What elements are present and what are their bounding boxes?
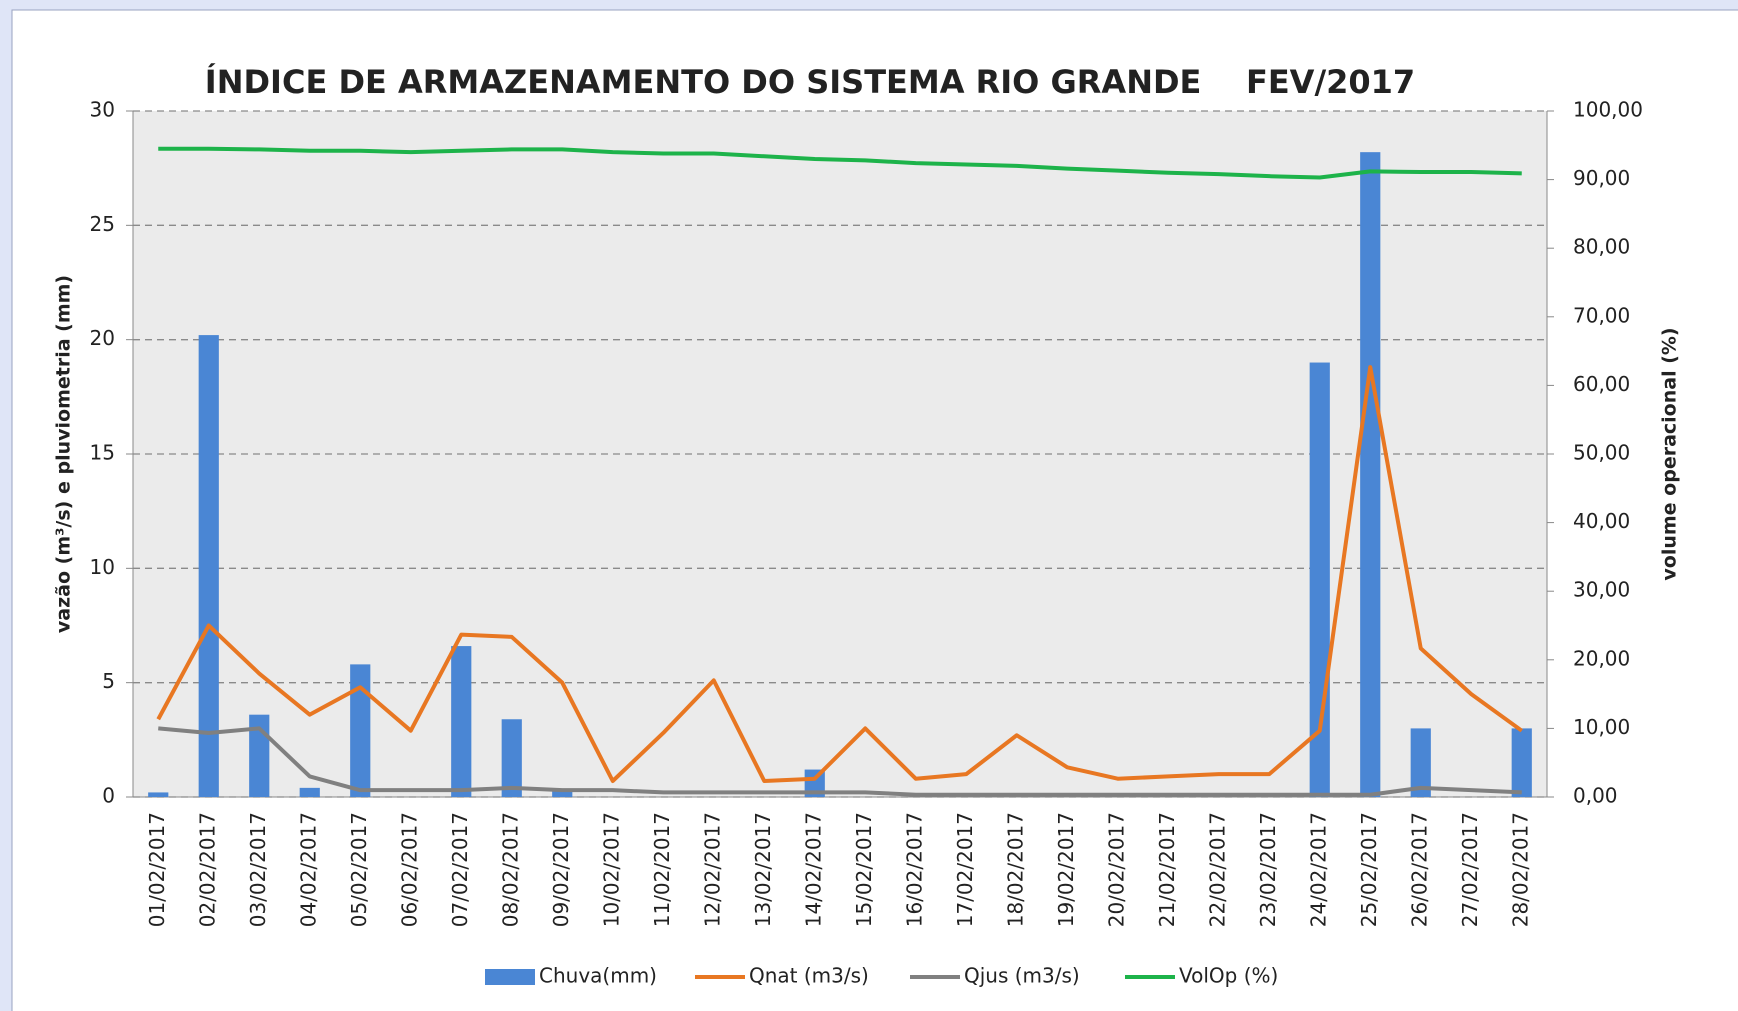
line bbox=[156, 365, 1523, 783]
chart-title: ÍNDICE DE ARMAZENAMENTO DO SISTEMA RIO G… bbox=[205, 63, 1415, 101]
line bbox=[158, 726, 1522, 797]
bar bbox=[552, 790, 573, 797]
y2-tick-label: 70,00 bbox=[1573, 303, 1630, 327]
x-tick-label: 27/02/2017 bbox=[1458, 812, 1482, 927]
bar bbox=[1360, 152, 1381, 797]
bar bbox=[198, 335, 219, 797]
bar bbox=[148, 792, 169, 797]
x-tick-label: 13/02/2017 bbox=[751, 812, 775, 927]
y2-tick-label: 100,00 bbox=[1573, 98, 1643, 122]
bar bbox=[1511, 728, 1532, 797]
y-tick-label: 25 bbox=[90, 212, 115, 236]
x-tick-label: 15/02/2017 bbox=[852, 812, 876, 927]
x-tick-label: 09/02/2017 bbox=[549, 812, 573, 927]
x-tick-label: 01/02/2017 bbox=[145, 812, 169, 927]
x-tick-label: 11/02/2017 bbox=[650, 812, 674, 927]
x-tick-label: 06/02/2017 bbox=[397, 812, 421, 927]
x-tick-label: 08/02/2017 bbox=[498, 812, 522, 927]
y2-tick-label: 50,00 bbox=[1573, 441, 1630, 465]
x-tick-label: 25/02/2017 bbox=[1357, 812, 1381, 927]
y-axis-label: vazão (m³/s) e pluviometria (mm) bbox=[53, 275, 75, 633]
x-tick-label: 26/02/2017 bbox=[1407, 812, 1431, 927]
y-tick-label: 15 bbox=[90, 441, 115, 465]
x-tick-label: 23/02/2017 bbox=[1256, 812, 1280, 927]
bar bbox=[451, 646, 472, 797]
legend-label: VolOp (%) bbox=[1179, 964, 1278, 988]
x-tick-label: 28/02/2017 bbox=[1508, 812, 1532, 927]
x-tick-label: 16/02/2017 bbox=[902, 812, 926, 927]
x-tick-label: 14/02/2017 bbox=[801, 812, 825, 927]
y-tick-label: 20 bbox=[90, 326, 115, 350]
y2-tick-label: 20,00 bbox=[1573, 646, 1630, 670]
legend-label: Qjus (m3/s) bbox=[964, 964, 1080, 988]
legend-swatch bbox=[485, 969, 535, 985]
y-tick-label: 10 bbox=[90, 555, 115, 579]
y2-tick-label: 10,00 bbox=[1573, 715, 1630, 739]
bar bbox=[299, 787, 320, 797]
x-tick-label: 24/02/2017 bbox=[1306, 812, 1330, 927]
y2-axis-label: volume operacional (%) bbox=[1659, 327, 1681, 580]
y2-tick-label: 60,00 bbox=[1573, 372, 1630, 396]
x-tick-label: 03/02/2017 bbox=[246, 812, 270, 927]
y2-tick-label: 80,00 bbox=[1573, 235, 1630, 259]
bar bbox=[1410, 728, 1431, 797]
y-tick-label: 5 bbox=[102, 669, 115, 693]
x-tick-label: 21/02/2017 bbox=[1155, 812, 1179, 927]
bar bbox=[501, 719, 522, 797]
x-tick-label: 05/02/2017 bbox=[347, 812, 371, 927]
line bbox=[158, 146, 1522, 180]
legend-label: Qnat (m3/s) bbox=[749, 964, 869, 988]
x-tick-label: 17/02/2017 bbox=[953, 812, 977, 927]
x-tick-label: 02/02/2017 bbox=[195, 812, 219, 927]
x-tick-label: 07/02/2017 bbox=[448, 812, 472, 927]
x-tick-label: 19/02/2017 bbox=[1054, 812, 1078, 927]
y-tick-label: 0 bbox=[102, 784, 115, 808]
y2-tick-label: 30,00 bbox=[1573, 578, 1630, 602]
x-tick-label: 22/02/2017 bbox=[1205, 812, 1229, 927]
y-tick-label: 30 bbox=[90, 98, 115, 122]
x-tick-label: 10/02/2017 bbox=[599, 812, 623, 927]
x-tick-label: 20/02/2017 bbox=[1104, 812, 1128, 927]
x-tick-label: 04/02/2017 bbox=[296, 812, 320, 927]
bar bbox=[350, 664, 371, 797]
legend-label: Chuva(mm) bbox=[539, 964, 657, 988]
x-tick-label: 18/02/2017 bbox=[1003, 812, 1027, 927]
y2-tick-label: 90,00 bbox=[1573, 166, 1630, 190]
y2-tick-label: 0,00 bbox=[1573, 784, 1618, 808]
y2-tick-label: 40,00 bbox=[1573, 509, 1630, 533]
x-tick-label: 12/02/2017 bbox=[700, 812, 724, 927]
